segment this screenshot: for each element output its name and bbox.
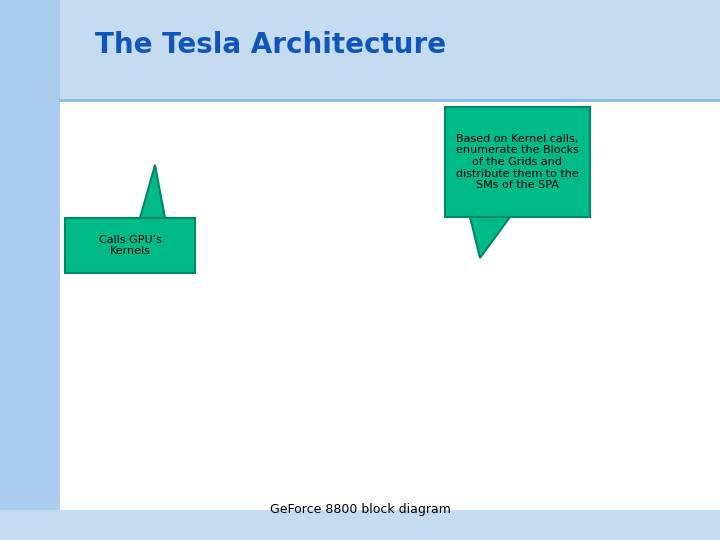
- FancyBboxPatch shape: [60, 0, 720, 540]
- FancyBboxPatch shape: [0, 0, 60, 540]
- Polygon shape: [140, 165, 165, 218]
- Text: Calls GPU’s
Kernels: Calls GPU’s Kernels: [99, 235, 161, 256]
- Polygon shape: [470, 217, 510, 258]
- FancyBboxPatch shape: [445, 107, 590, 217]
- Text: GeForce 8800 block diagram: GeForce 8800 block diagram: [269, 503, 451, 516]
- FancyBboxPatch shape: [65, 218, 195, 273]
- Text: The Tesla Architecture: The Tesla Architecture: [95, 31, 446, 59]
- FancyBboxPatch shape: [60, 0, 720, 100]
- FancyBboxPatch shape: [0, 510, 720, 540]
- Text: Based on Kernel calls,
enumerate the Blocks
of the Grids and
distribute them to : Based on Kernel calls, enumerate the Blo…: [456, 134, 579, 190]
